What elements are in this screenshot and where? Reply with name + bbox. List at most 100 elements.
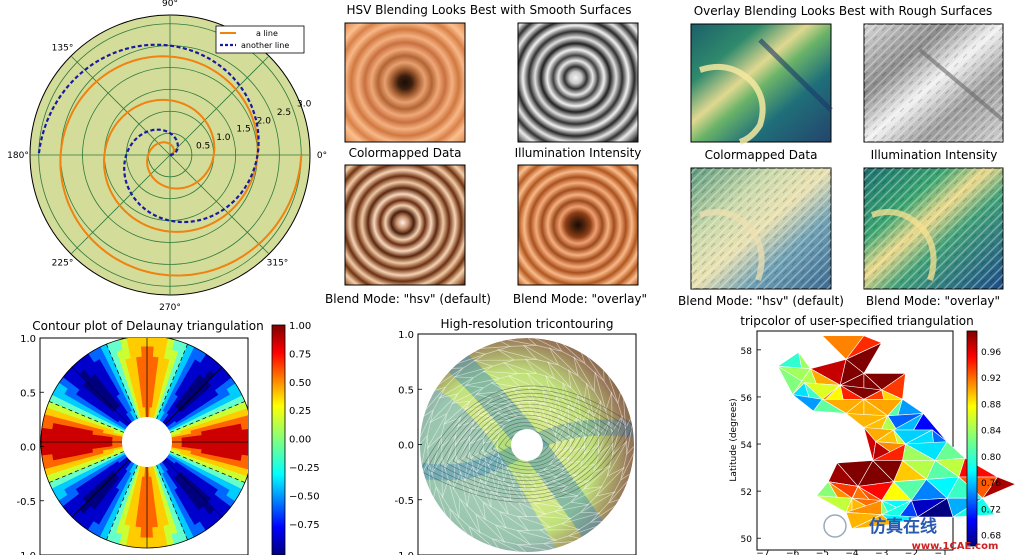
tricontour-mesh-triangle [482,501,507,529]
contour-cell [101,438,113,443]
contour-cell [152,345,160,358]
tricontour-mesh-triangle [542,389,556,413]
tricontour-mesh-triangle [429,393,459,424]
contour-cell [146,537,155,549]
polar-radial-label: 2.5 [277,108,291,118]
tripcolor-ticks: 58 56 54 52 50−7 −6 −5 −4 −3 −2 −1 [741,347,948,555]
tricontour-mesh-triangle [528,472,548,485]
tricontour-mesh-triangle [470,436,484,460]
contour-cell [81,437,93,443]
tricontour-mesh-triangle [625,409,634,455]
polar-grid-spoke [169,55,270,156]
tripcolor-xtick: −2 [905,549,918,555]
tricontour-mesh-triangle [464,346,511,355]
tripcolor-ylabel: Latitude (degrees) [729,398,739,481]
tricontour-mesh-triangle [459,498,481,534]
polar-angle-label: 225° [52,258,74,268]
contour-colorbar-tick: 0.25 [289,406,311,417]
tricontour-mesh-triangle [593,400,602,436]
tripcolor-colorbar-tick: 0.92 [981,374,1001,384]
tripcolor-triangles [776,335,1017,530]
polar-angle-label: 135° [52,44,74,54]
contour-ytick: 0.5 [20,388,36,399]
contour-cell [50,429,63,437]
tricontour-mesh-triangle [590,496,629,523]
tricontour-mesh-triangle [595,466,625,497]
polar-series [37,43,303,277]
tricontour-mesh-triangle [426,413,448,449]
tricontour-mesh-triangle [453,365,493,379]
tricontour-mesh-triangle [602,359,619,404]
tricontour-mesh-triangle [484,460,492,486]
tricontour-isoline [459,407,595,482]
tricontour-mesh-triangle [554,501,589,512]
tripcolor-plot: tripcolor of user-specified triangulatio… [729,314,1017,555]
tripcolor-ytick: 54 [741,441,753,451]
tripcolor-triangle [981,476,1017,499]
watermark: 仿真在线 www.1CAE.com [823,514,998,552]
tricontour-isoline [491,425,563,464]
tricontour-mesh-triangle [517,516,552,528]
tricontour-mesh-triangle [605,391,613,433]
contour-cell [50,435,62,443]
contour-cell [40,434,52,443]
tripcolor-xtick: −7 [756,549,769,555]
tricontour-mesh-triangle [578,343,605,382]
contour-cell [143,476,148,488]
tripcolor-ytick: 58 [741,347,753,357]
tricontour-mesh-triangle [517,529,557,541]
contour-colorbar-tick: −0.25 [289,463,320,474]
tripcolor-triangle [916,497,954,518]
polar-grid-spoke [169,154,270,255]
tripcolor-colorbar-tick: 0.76 [981,479,1001,489]
tricontour-mesh-triangle [542,464,565,471]
legend-label-a-line: a line [256,29,278,38]
tricontour-isoline [465,411,589,478]
tricontour-isoline [485,421,569,467]
contour-colorbar-tick: 1.00 [289,321,311,332]
tricontour-mesh-triangle [443,400,471,425]
tricontour-mesh-triangle [525,358,555,379]
contour-cell [232,435,244,443]
watermark-logo-icon [823,514,847,538]
tricontour-mesh-triangle [420,409,434,452]
contour-cell [141,517,148,529]
tricontour-mesh-triangle [548,457,570,466]
overlay-title: Overlay Blending Looks Best with Rough S… [694,4,993,18]
contour-cell [151,356,159,368]
tricontour-mesh-triangle [548,347,579,377]
tricontour-mesh-triangle [491,538,534,552]
contour-ytick: 0.0 [20,443,36,454]
tricontour-mesh-triangle [460,472,471,507]
overlay-blend-overlay-image [863,167,1004,290]
contour-cell [165,338,175,350]
tricontour-mesh-triangle [550,338,586,364]
contour-cell [139,537,148,549]
tricontour-isoline [446,400,608,489]
tricontour-mesh-triangle [475,447,487,474]
overlay-illumination-label: Illumination Intensity [871,148,998,162]
tricontour-mesh-triangle [420,435,429,481]
tricontour-isoline [452,403,602,485]
tripcolor-title: tripcolor of user-specified triangulatio… [740,314,973,328]
tricontour-isoline [439,396,615,492]
tripcolor-colorbar-tick: 0.84 [981,427,1001,437]
contour-cell [240,454,248,463]
tricontour-title: High-resolution tricontouring [441,317,614,331]
contour-cell [146,338,155,347]
contour-colorbar-tick: 0.00 [289,435,311,446]
tricontour-ytick: 0.5 [398,385,414,396]
contour-cell [240,421,248,430]
tripcolor-colorbar-tick: 0.96 [981,348,1001,358]
contour-cell [140,345,148,357]
tripcolor-colorbar-tick: 0.72 [981,505,1001,515]
contour-cell [134,526,142,539]
overlay-colormapped-label: Colormapped Data [705,148,818,162]
contour-cell [60,436,72,443]
tricontour-mesh-triangle [449,508,476,547]
tricontour-mesh-triangle [464,451,474,482]
contour-cell [142,496,148,508]
tricontour-mesh-triangle [428,461,437,508]
tricontour-mesh-triangle [547,361,572,389]
tricontour-mesh-triangle [451,387,484,404]
